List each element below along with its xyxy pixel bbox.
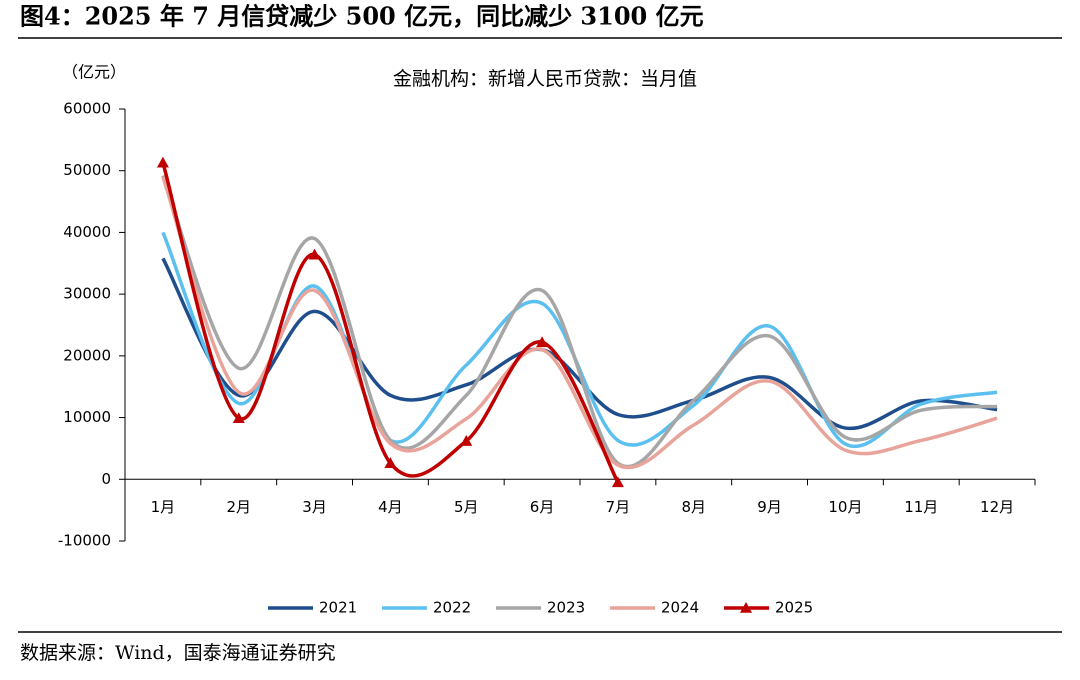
point-marker xyxy=(536,336,549,348)
y-tick-label: 10000 xyxy=(63,408,111,426)
y-unit: （亿元） xyxy=(62,63,126,82)
legend-marker xyxy=(740,602,752,613)
point-marker xyxy=(232,412,245,423)
x-tick-label: 2月 xyxy=(226,498,251,516)
x-tick-label: 6月 xyxy=(530,498,555,516)
x-tick-label: 9月 xyxy=(757,498,782,516)
y-tick-label: 60000 xyxy=(63,100,111,118)
x-tick-label: 5月 xyxy=(454,498,479,516)
y-tick-label: 50000 xyxy=(63,161,111,179)
x-tick-label: 7月 xyxy=(606,498,631,516)
x-tick-label: 8月 xyxy=(681,498,706,516)
page-title: 图4：2025 年 7 月信贷减少 500 亿元，同比减少 3100 亿元 xyxy=(20,2,704,31)
point-marker xyxy=(156,156,169,168)
y-tick-label: 30000 xyxy=(63,285,111,303)
x-tick-label: 11月 xyxy=(904,498,938,516)
x-tick-label: 3月 xyxy=(302,498,327,516)
source: 数据来源：Wind，国泰海通证券研究 xyxy=(20,642,336,664)
point-marker xyxy=(460,435,473,446)
x-tick-label: 10月 xyxy=(828,498,862,516)
y-tick-label: 20000 xyxy=(63,346,111,364)
series-line xyxy=(161,175,998,469)
x-tick-label: 1月 xyxy=(151,498,176,516)
y-tick-label: -10000 xyxy=(58,532,111,550)
legend-label: 2022 xyxy=(433,599,471,617)
y-tick-label: 0 xyxy=(101,470,111,488)
point-marker xyxy=(384,457,397,469)
series-line xyxy=(161,257,998,431)
chart-title: 金融机构：新增人民币贷款：当月值 xyxy=(393,68,697,90)
x-tick-label: 4月 xyxy=(378,498,403,516)
legend-label: 2024 xyxy=(661,599,699,617)
point-marker xyxy=(611,476,624,488)
legend-label: 2025 xyxy=(775,599,813,617)
y-tick-label: 40000 xyxy=(63,223,111,241)
legend-label: 2023 xyxy=(547,599,585,617)
legend-label: 2021 xyxy=(319,599,357,617)
series-line xyxy=(161,162,620,484)
x-tick-label: 12月 xyxy=(980,498,1014,516)
point-marker xyxy=(308,248,321,260)
